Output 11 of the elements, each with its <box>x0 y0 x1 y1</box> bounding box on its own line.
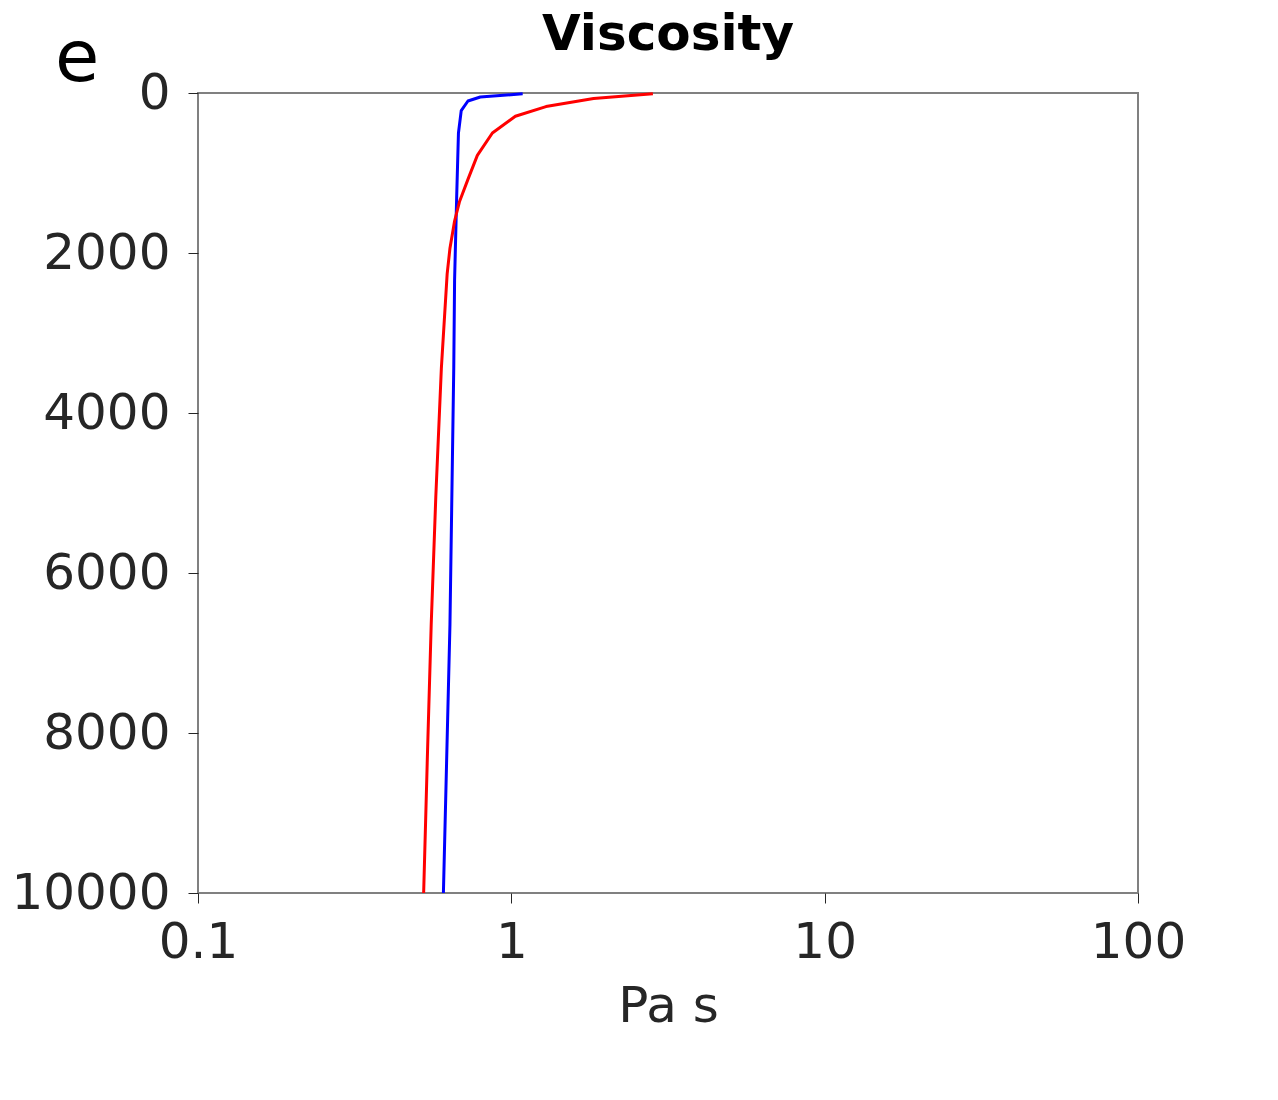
chart-title: Viscosity <box>541 4 795 62</box>
y-tick-label: 8000 <box>43 702 171 761</box>
y-tick-label: 0 <box>138 62 171 121</box>
x-axis-title: Pa s <box>618 975 719 1034</box>
text: e <box>55 14 100 98</box>
y-tick-label: 6000 <box>43 542 171 601</box>
x-tick-label: 100 <box>1090 911 1187 970</box>
x-tick-label: 1 <box>495 911 528 970</box>
y-tick-label: 4000 <box>43 382 171 441</box>
x-tick-label: 10 <box>793 911 857 970</box>
y-tick-label: 2000 <box>43 222 171 281</box>
